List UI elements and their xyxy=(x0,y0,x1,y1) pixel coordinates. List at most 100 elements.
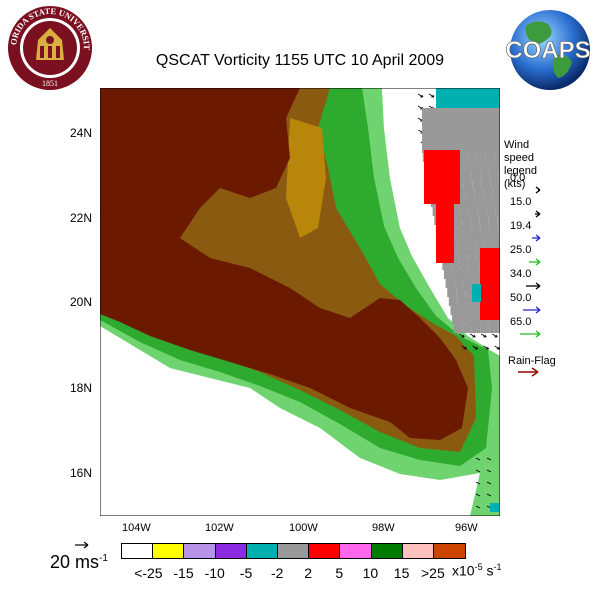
vorticity-cell xyxy=(480,225,490,234)
vorticity-cell xyxy=(480,248,489,257)
colorbar-cell xyxy=(246,544,278,558)
vorticity-cell xyxy=(489,257,498,266)
vorticity-cell xyxy=(445,218,454,227)
vorticity-cell xyxy=(480,311,489,320)
vorticity-cell xyxy=(458,135,467,144)
vorticity-cell xyxy=(458,252,468,261)
vorticity-cell xyxy=(485,117,494,126)
colorbar-tick-label: 10 xyxy=(362,565,379,581)
wind-legend-arrow-icon xyxy=(526,282,541,290)
colorbar-tick-label: 5 xyxy=(335,565,344,581)
vorticity-cell xyxy=(498,275,500,284)
colorbar-cell xyxy=(215,544,247,558)
vorticity-cell xyxy=(445,200,454,209)
wind-legend-value: 25.0 xyxy=(510,244,532,256)
vorticity-cell xyxy=(442,195,451,204)
colorbar-cell xyxy=(122,544,154,558)
vorticity-cell xyxy=(490,180,500,189)
vorticity-cell xyxy=(450,306,460,315)
reference-arrow-text: 20 ms xyxy=(50,552,100,572)
vorticity-cell xyxy=(489,311,498,320)
land-dark-brown-north xyxy=(100,88,200,218)
vorticity-cell xyxy=(424,186,433,195)
vorticity-cell xyxy=(498,225,500,234)
reference-arrow-icon xyxy=(75,541,89,549)
vorticity-cell xyxy=(467,108,476,117)
vorticity-cell xyxy=(458,144,467,153)
vorticity-cell xyxy=(498,324,500,333)
vorticity-cell xyxy=(424,159,433,168)
colorbar-cell xyxy=(184,544,216,558)
vorticity-map xyxy=(100,88,500,516)
fsu-seal-year: 1851 xyxy=(42,79,58,88)
vorticity-cell xyxy=(458,198,467,207)
vorticity-cell xyxy=(498,302,500,311)
lon-label-100w: 100W xyxy=(289,522,318,534)
vorticity-cell xyxy=(453,225,463,234)
vorticity-cell xyxy=(467,153,477,162)
vorticity-cell xyxy=(468,306,478,315)
vorticity-cell xyxy=(436,218,445,227)
vorticity-cell xyxy=(422,144,431,153)
colorbar-tick-label: -10 xyxy=(204,565,225,581)
vorticity-cell xyxy=(480,171,490,180)
vorticity-cell xyxy=(442,186,451,195)
vorticity-cell xyxy=(470,315,480,324)
vorticity-cell xyxy=(452,315,462,324)
vorticity-cell xyxy=(477,207,487,216)
vorticity-cell xyxy=(449,117,458,126)
vorticity-cell xyxy=(452,270,462,279)
vorticity-cell xyxy=(436,88,445,97)
vorticity-cell xyxy=(453,324,463,333)
vorticity-cell xyxy=(436,200,445,209)
vorticity-cell xyxy=(436,254,445,263)
vorticity-cell xyxy=(440,144,449,153)
wind-legend-arrow-icon xyxy=(535,210,541,218)
lat-label-20n: 20N xyxy=(70,295,93,309)
vorticity-cell xyxy=(470,216,480,225)
wind-legend-value: 15.0 xyxy=(510,196,532,208)
vorticity-cell xyxy=(462,171,472,180)
vorticity-cell xyxy=(487,162,497,171)
vorticity-cell xyxy=(460,261,470,270)
rain-flag-arrow-icon xyxy=(518,367,539,377)
vorticity-cell xyxy=(478,162,488,171)
vorticity-cell xyxy=(436,227,445,236)
colorbar-tick-label: -15 xyxy=(173,565,194,581)
vorticity-cell xyxy=(433,168,442,177)
vorticity-cell xyxy=(440,135,449,144)
vorticity-cell xyxy=(449,126,458,135)
vorticity-cell xyxy=(445,227,454,236)
vorticity-cell xyxy=(488,216,498,225)
vorticity-cell xyxy=(463,97,472,106)
colorbar-units-base: x10 xyxy=(452,562,475,579)
vorticity-cell xyxy=(433,150,442,159)
vorticity-cell xyxy=(489,284,498,293)
vorticity-cell xyxy=(483,189,493,198)
wind-legend-value: 50.0 xyxy=(510,292,532,304)
vorticity-cell xyxy=(489,302,498,311)
vorticity-cell xyxy=(442,261,452,270)
vorticity-cell xyxy=(491,234,500,243)
vorticity-cell xyxy=(467,252,477,261)
vorticity-cell xyxy=(476,126,485,135)
vorticity-cell xyxy=(451,168,460,177)
vorticity-cell xyxy=(494,198,500,207)
vorticity-cell xyxy=(470,270,480,279)
vorticity-cell xyxy=(489,275,498,284)
vorticity-cell xyxy=(458,117,467,126)
vorticity-cell xyxy=(489,266,498,275)
vorticity-cell xyxy=(454,88,463,97)
vorticity-cell xyxy=(485,198,494,207)
vorticity-cell xyxy=(480,266,489,275)
vorticity-cell xyxy=(451,159,460,168)
vorticity-cell xyxy=(464,234,474,243)
vorticity-cell xyxy=(445,279,455,288)
vorticity-cell xyxy=(445,245,454,254)
vorticity-cell xyxy=(460,162,470,171)
vorticity-cell xyxy=(485,126,494,135)
vorticity-cell xyxy=(472,284,481,293)
wind-legend-value: 19.4 xyxy=(510,220,532,232)
vorticity-cell xyxy=(467,126,476,135)
vorticity-cell xyxy=(467,117,476,126)
